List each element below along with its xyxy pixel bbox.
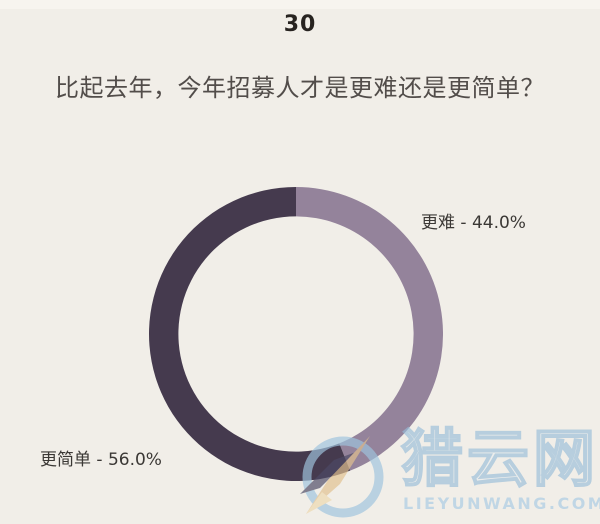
top-strip: [0, 0, 600, 9]
donut-svg: [149, 187, 444, 481]
slice-label-easier: 更简单 - 56.0%: [40, 450, 162, 470]
chart-title: 比起去年，今年招募人才是更难还是更简单？: [55, 74, 545, 102]
donut-chart: [149, 187, 444, 481]
watermark-caption: LIEYUNWANG.COM: [403, 494, 600, 513]
donut-segment-easier: [149, 187, 351, 481]
slice-label-harder: 更难 - 44.0%: [421, 213, 526, 233]
donut-segment-harder: [296, 187, 444, 471]
page-number: 30: [283, 12, 317, 37]
